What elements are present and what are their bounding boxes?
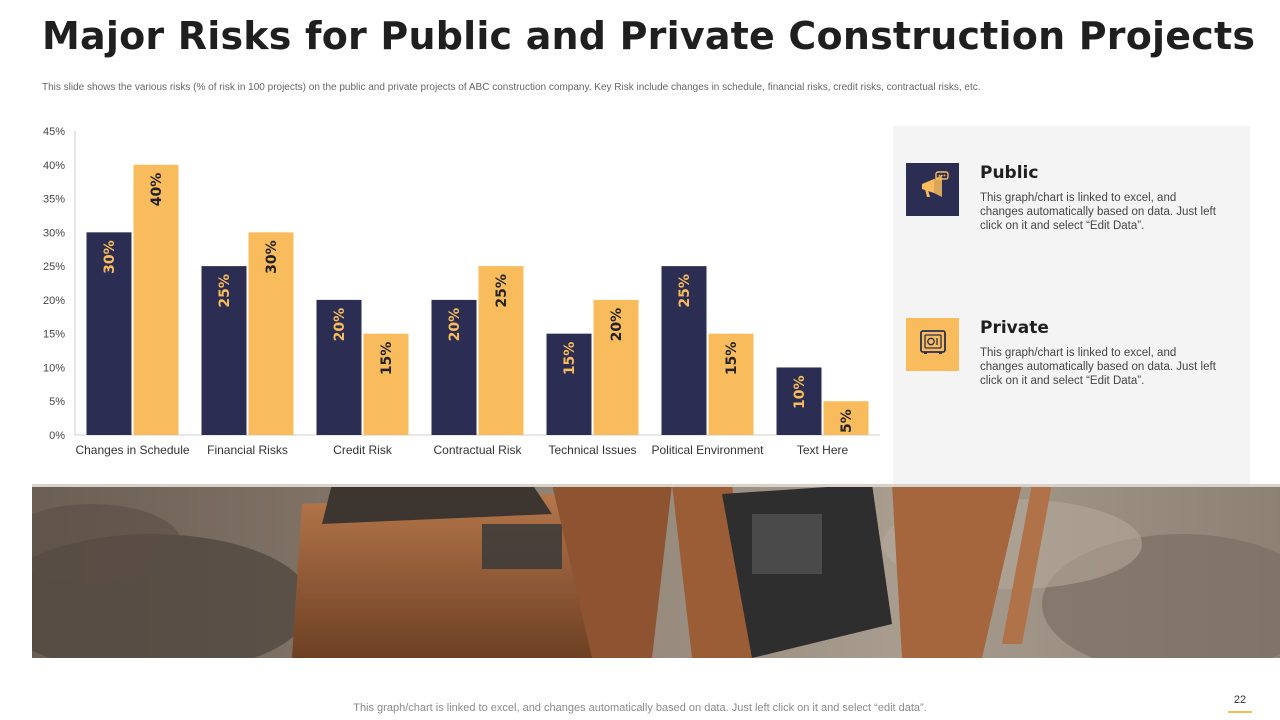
risk-bar-chart[interactable]: 0% 5% 10% 15% 20% 25% 30% 35% 40% 45% 30% 40% Change… — [20, 118, 890, 468]
bar-private — [133, 164, 179, 435]
legend-item-private[interactable]: Private This graph/chart is linked to ex… — [906, 318, 1236, 398]
data-label-public: 15% — [562, 342, 578, 376]
bar-public — [431, 299, 477, 435]
x-tick-label: Technical Issues — [548, 443, 636, 457]
bar-private — [248, 232, 294, 435]
bar-public — [776, 367, 822, 435]
legend-swatch-public — [906, 163, 959, 216]
y-tick-label: 20% — [43, 295, 65, 307]
x-tick-label: Text Here — [797, 443, 849, 457]
megaphone-icon — [916, 170, 950, 209]
bar-public — [546, 333, 592, 435]
data-label-private: 20% — [609, 308, 625, 342]
data-label-public: 20% — [332, 308, 348, 342]
legend-swatch-private — [906, 318, 959, 371]
excavator-photo — [32, 484, 1280, 658]
safe-icon — [916, 325, 950, 364]
page-number-underline — [1228, 711, 1252, 713]
data-label-private: 25% — [494, 274, 510, 308]
bar-private — [363, 333, 409, 435]
slide-subtitle: This slide shows the various risks (% of… — [42, 82, 981, 93]
slide-title: Major Risks for Public and Private Const… — [42, 14, 1256, 58]
page-number: 22 — [1233, 694, 1247, 706]
legend-item-public[interactable]: Public This graph/chart is linked to exc… — [906, 163, 1236, 243]
bar-private — [708, 333, 754, 435]
data-label-private: 15% — [724, 342, 740, 376]
data-label-private: 15% — [379, 342, 395, 376]
x-tick-label: Changes in Schedule — [75, 443, 189, 457]
y-tick-label: 10% — [43, 362, 65, 374]
x-tick-label: Financial Risks — [207, 443, 288, 457]
bar-private — [478, 266, 524, 435]
data-label-private: 30% — [264, 240, 280, 274]
legend-desc-public: This graph/chart is linked to excel, and… — [980, 192, 1216, 232]
x-tick-label: Contractual Risk — [433, 443, 522, 457]
bar-private — [823, 401, 869, 435]
data-label-public: 25% — [677, 274, 693, 308]
legend-panel: Public This graph/chart is linked to exc… — [893, 126, 1250, 484]
y-tick-label: 35% — [43, 194, 65, 206]
y-tick-label: 25% — [43, 261, 65, 273]
y-tick-label: 0% — [49, 430, 65, 442]
bar-private — [593, 299, 639, 435]
bar-public — [316, 299, 362, 435]
data-label-public: 25% — [217, 274, 233, 308]
y-tick-label: 15% — [43, 329, 65, 341]
y-tick-label: 45% — [43, 126, 65, 138]
data-label-private: 40% — [149, 173, 165, 207]
data-label-private: 5% — [839, 409, 855, 433]
x-tick-label: Political Environment — [651, 443, 764, 457]
y-tick-label: 40% — [43, 160, 65, 172]
legend-name-public: Public — [980, 163, 1039, 183]
bar-public — [201, 266, 247, 435]
footer-note: This graph/chart is linked to excel, and… — [353, 702, 927, 714]
bar-public — [661, 266, 707, 435]
data-label-public: 10% — [792, 375, 808, 409]
legend-desc-private: This graph/chart is linked to excel, and… — [980, 347, 1216, 387]
data-label-public: 30% — [102, 240, 118, 274]
y-tick-label: 30% — [43, 227, 65, 239]
y-tick-label: 5% — [49, 396, 65, 408]
bar-public — [86, 232, 132, 435]
legend-name-private: Private — [980, 318, 1049, 338]
data-label-public: 20% — [447, 308, 463, 342]
x-tick-label: Credit Risk — [333, 443, 393, 457]
